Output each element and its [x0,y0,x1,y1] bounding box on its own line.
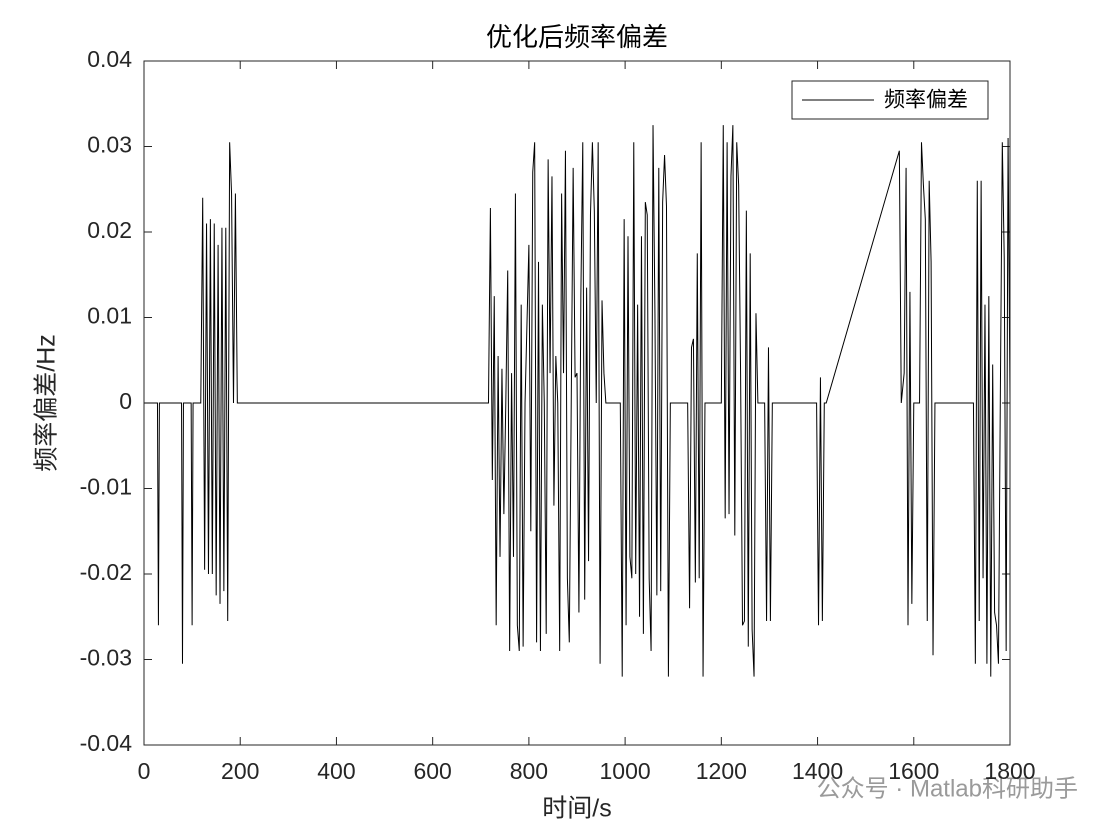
x-tick-label: 1800 [984,758,1035,784]
x-tick-label: 800 [510,758,548,784]
y-tick-label: 0.02 [87,217,132,243]
x-tick-label: 1400 [792,758,843,784]
y-tick-label: -0.03 [80,645,132,671]
x-axis-label: 时间/s [542,795,611,823]
legend-label: 频率偏差 [884,89,968,112]
x-tick-label: 1200 [696,758,747,784]
y-tick-label: -0.02 [80,559,132,585]
x-tick-label: 400 [317,758,355,784]
watermark: 公众号 · Matlab科研助手 [817,775,1078,802]
x-tick-label: 200 [221,758,259,784]
axes-box [143,60,1011,746]
y-tick-label: -0.01 [80,474,132,500]
y-tick-label: 0 [119,388,132,414]
data-line [144,125,1011,677]
y-tick-label: 0.01 [87,303,132,329]
y-tick-label: 0.04 [87,46,132,72]
y-tick-label: -0.04 [80,730,133,756]
y-tick-label: 0.03 [87,132,132,158]
x-tick-label: 1000 [600,758,651,784]
x-tick-label: 1600 [888,758,939,784]
y-axis-label: 频率偏差/Hz [33,334,61,472]
chart-title: 优化后频率偏差 [486,23,668,52]
x-tick-label: 600 [413,758,451,784]
x-tick-label: 0 [138,758,151,784]
